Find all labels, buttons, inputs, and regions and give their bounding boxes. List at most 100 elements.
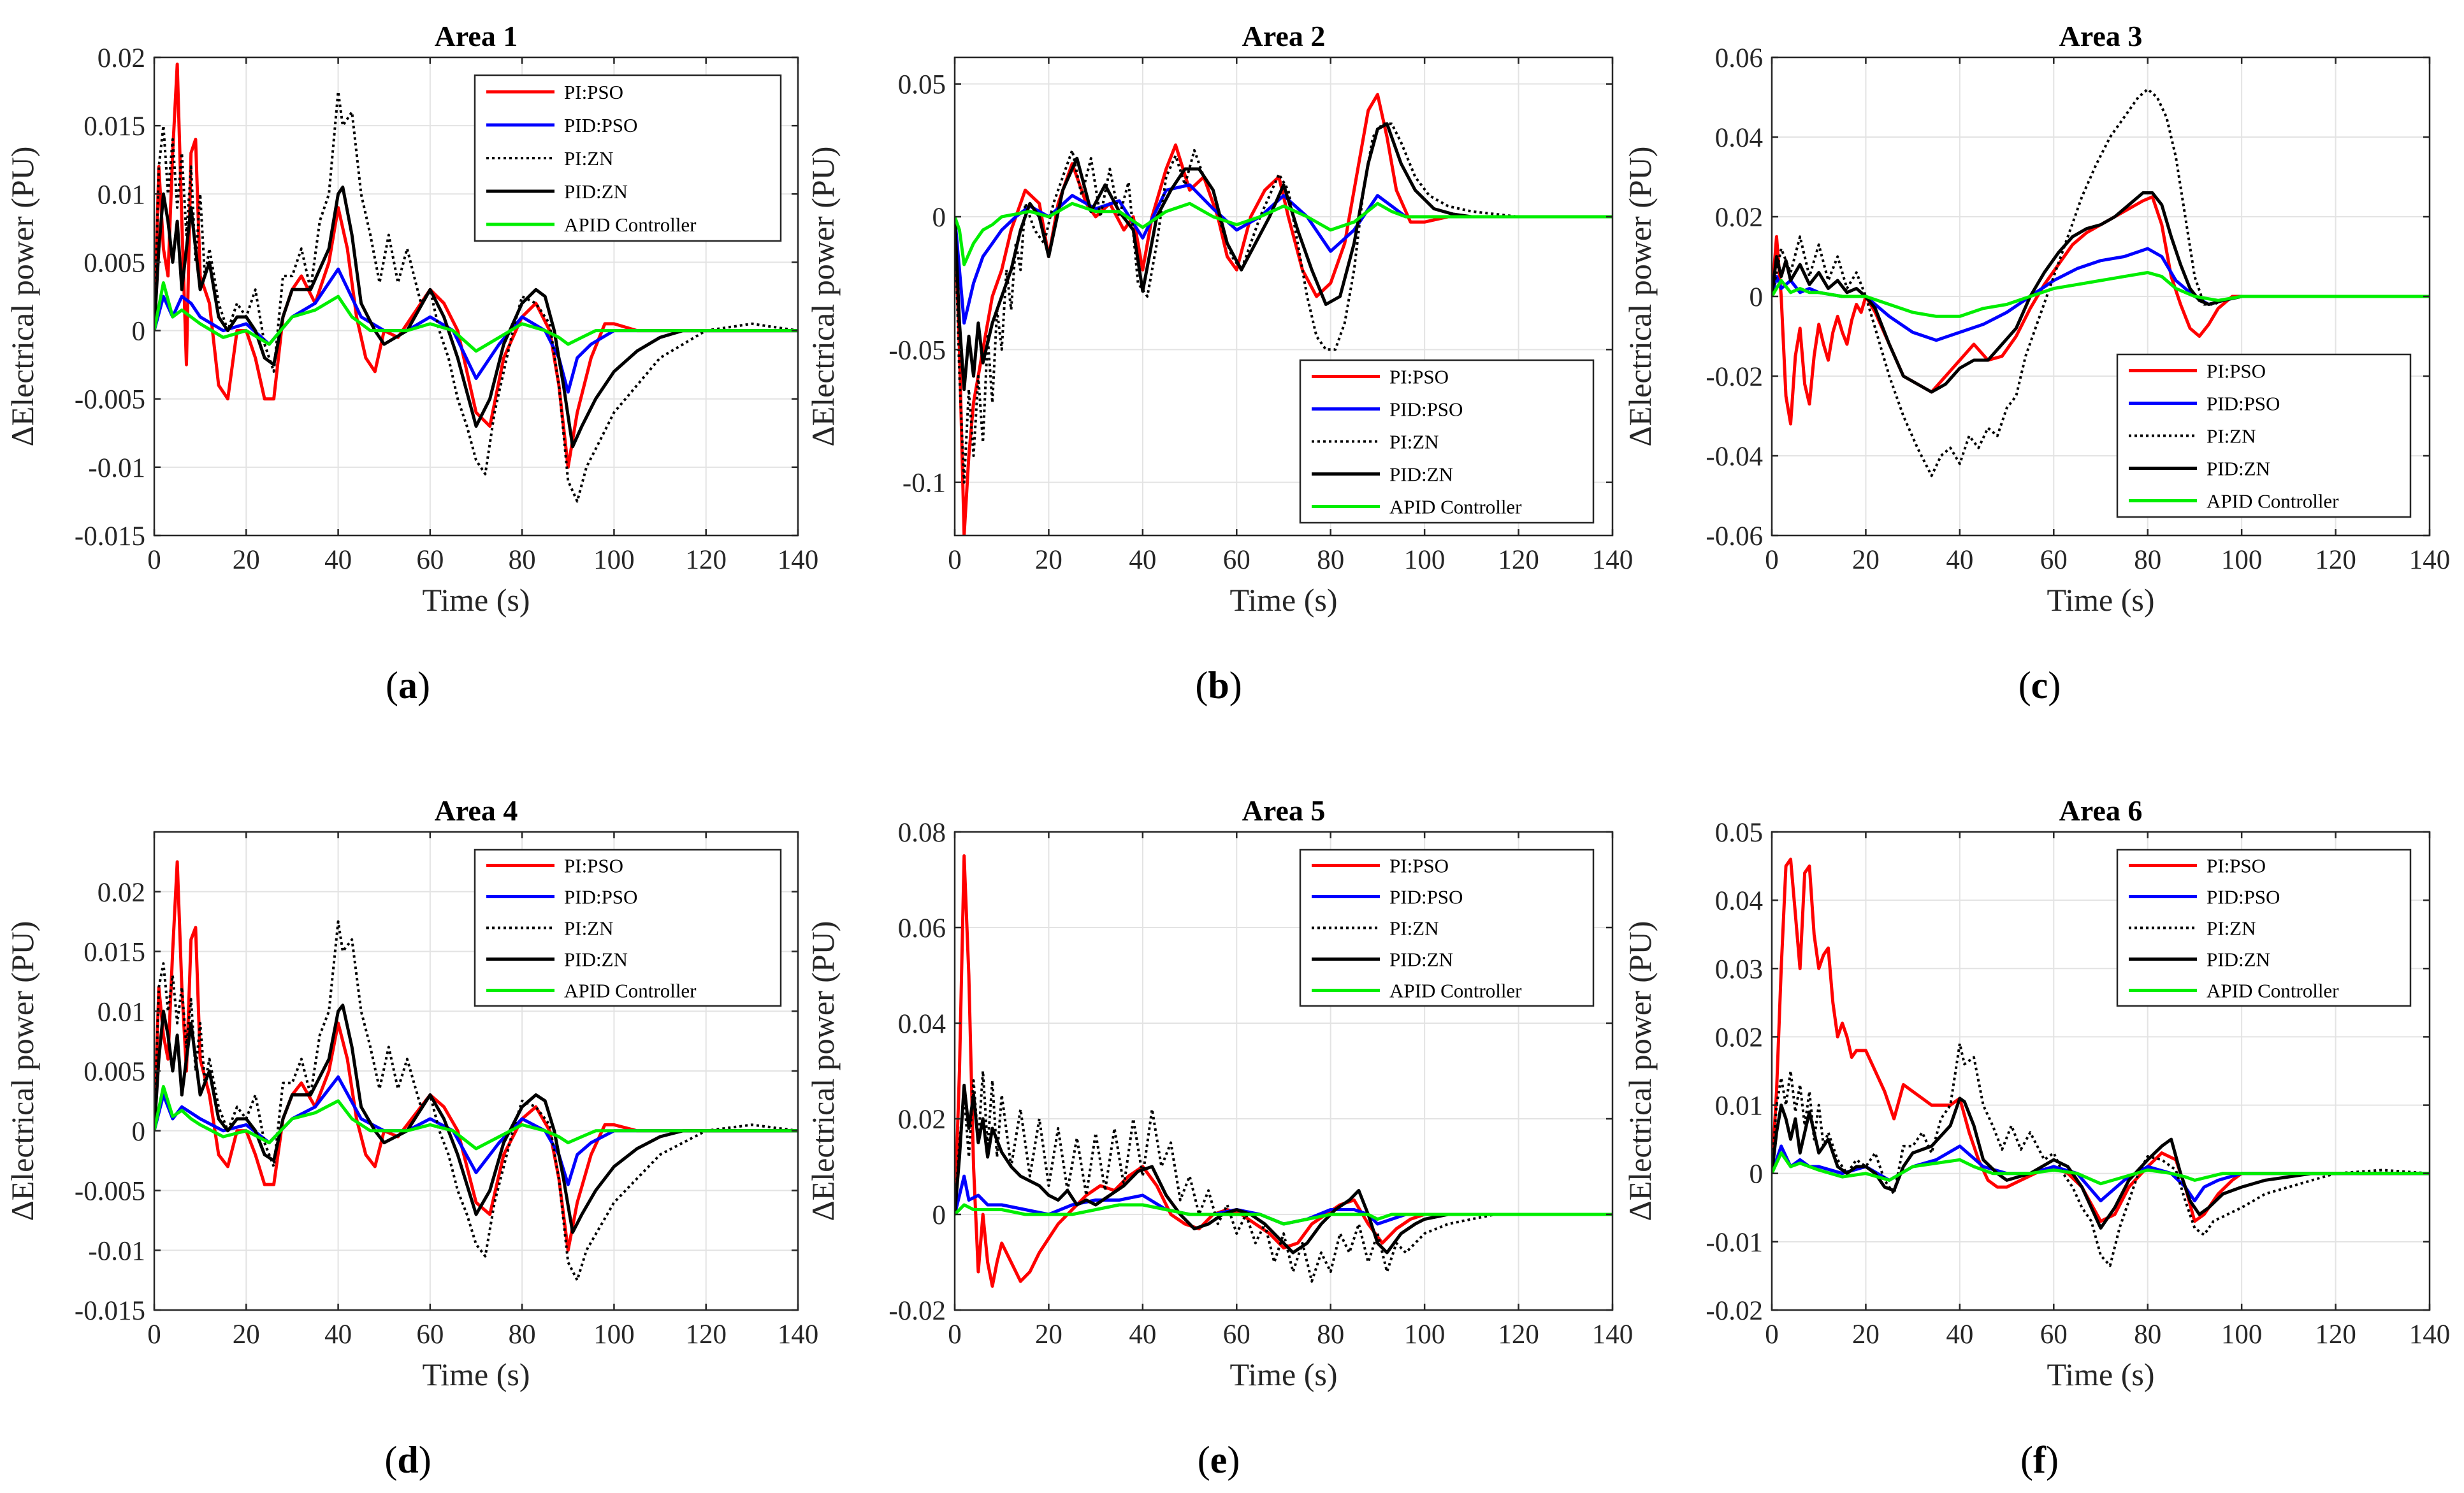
x-tick-label: 60 [416, 1320, 444, 1350]
series-line-pid-zn [1772, 1096, 2430, 1230]
x-tick-label: 20 [1852, 545, 1880, 575]
x-tick-label: 100 [593, 545, 635, 575]
legend-label: PID:PSO [564, 886, 637, 908]
y-tick-label: -0.06 [1706, 521, 1763, 551]
legend-label: PI:ZN [1389, 917, 1439, 940]
chart-title: Area 1 [435, 20, 518, 52]
y-tick-label: 0.02 [98, 43, 145, 73]
y-tick-label: 0.05 [1715, 818, 1763, 848]
x-tick-label: 0 [948, 545, 962, 575]
axes-box [953, 831, 1614, 1311]
series-line-pid-zn [154, 1003, 798, 1234]
legend-label: PI:ZN [2207, 425, 2256, 448]
series-line-pid-pso [955, 183, 1612, 325]
sublabel-letter: a [398, 664, 417, 706]
x-tick-label: 140 [778, 545, 819, 575]
subfigure-label: (f) [2020, 1439, 2059, 1481]
x-tick-label: 80 [509, 545, 536, 575]
sublabel-open: ( [386, 664, 398, 706]
y-tick-label: 0.08 [898, 818, 946, 848]
series-group [1772, 857, 2430, 1267]
series-line-pi-zn [1772, 88, 2430, 477]
legend-label: PID:ZN [2207, 458, 2270, 480]
x-tick-label: 120 [1498, 545, 1539, 575]
y-tick-label: 0.04 [1715, 123, 1763, 153]
y-tick-label: -0.05 [888, 335, 946, 365]
x-axis-label: Time (s) [1229, 1357, 1337, 1392]
x-tick-label: 100 [2221, 545, 2263, 575]
sublabel-open: ( [1195, 664, 1208, 706]
y-tick-label: 0 [132, 317, 146, 347]
legend-box [2116, 353, 2412, 518]
legend-label: PI:PSO [2207, 360, 2266, 382]
y-tick-label: 0.03 [1715, 954, 1763, 984]
chart-title: Area 5 [1242, 794, 1326, 827]
chart-title: Area 2 [1242, 20, 1326, 52]
legend-box [2116, 848, 2412, 1007]
series-line-pid-zn [955, 122, 1612, 391]
y-tick-label: 0.02 [98, 878, 145, 908]
legend-label: APID Controller [1389, 980, 1522, 1002]
y-tick-label: 0.02 [1715, 203, 1763, 233]
x-tick-label: 140 [1592, 1320, 1634, 1350]
chart-title: Area 3 [2059, 20, 2143, 52]
x-axis-label: Time (s) [422, 1357, 530, 1392]
legend: PI:PSO PID:PSO PI:ZN PID:ZN APID Controller [474, 848, 782, 1007]
sublabel-letter: b [1208, 664, 1229, 706]
sublabel-close: ) [2048, 664, 2061, 706]
chart-area-3: 0 20 40 60 80 100 120 140 -0.06 -0.04 -0.02 0 0.02 0.… [1622, 20, 2450, 618]
legend-label: PI:PSO [1389, 855, 1449, 877]
y-tick-label: 0.06 [1715, 43, 1763, 73]
y-tick-label: 0.05 [898, 70, 946, 100]
x-tick-label: 40 [324, 1320, 352, 1350]
x-tick-label: 120 [2315, 1320, 2356, 1350]
y-tick-label: 0 [932, 203, 946, 233]
y-tick-label: 0.01 [98, 180, 145, 210]
chart-area-2: 0 20 40 60 80 100 120 140 -0.1 -0.05 0 0.05 Area 2 Ti… [805, 20, 1633, 618]
series-group [955, 92, 1612, 535]
series-line-pi-zn [1772, 1042, 2430, 1267]
y-tick-label: 0.01 [1715, 1091, 1763, 1121]
x-tick-label: 60 [2040, 545, 2068, 575]
legend-label: APID Controller [2207, 490, 2339, 513]
y-tick-label: -0.02 [1706, 362, 1763, 392]
series-group [955, 854, 1612, 1288]
x-tick-label: 60 [2040, 1320, 2068, 1350]
x-tick-label: 100 [1404, 545, 1446, 575]
x-tick-label: 40 [1946, 1320, 1973, 1350]
series-line-pi-zn [154, 920, 798, 1282]
y-tick-label: 0 [1750, 282, 1764, 312]
axes-box [153, 56, 799, 537]
x-tick-label: 20 [1852, 1320, 1880, 1350]
sublabel-open: ( [2018, 664, 2031, 706]
x-tick-label: 60 [1223, 1320, 1250, 1350]
sublabel-close: ) [1229, 664, 1242, 706]
x-tick-label: 120 [2315, 545, 2356, 575]
subfigure-label: (d) [384, 1439, 431, 1481]
x-tick-label: 140 [2409, 545, 2451, 575]
subfigure-label: (a) [386, 664, 430, 706]
legend-box [1299, 848, 1595, 1007]
sublabel-close: ) [417, 664, 430, 706]
y-tick-label: 0.02 [1715, 1023, 1763, 1052]
x-tick-label: 120 [1498, 1320, 1539, 1350]
y-tick-label: -0.005 [75, 1177, 145, 1207]
sublabel-close: ) [419, 1439, 431, 1481]
series-line-apid-controller [1772, 271, 2430, 318]
legend-label: PID:PSO [2207, 393, 2280, 415]
legend-label: PID:PSO [1389, 398, 1463, 421]
series-line-apid-controller [154, 1084, 798, 1151]
x-tick-label: 0 [948, 1320, 962, 1350]
legend: PI:PSO PID:PSO PI:ZN PID:ZN APID Controller [2116, 353, 2412, 518]
sublabel-letter: e [1210, 1439, 1228, 1481]
y-axis-label: ΔElectrical power (PU) [1622, 921, 1658, 1221]
y-tick-label: -0.04 [1706, 442, 1763, 472]
x-axis-label: Time (s) [2047, 1357, 2154, 1392]
legend-label: PI:ZN [1389, 431, 1439, 453]
x-tick-label: 20 [233, 545, 260, 575]
chart-area-6: 0 20 40 60 80 100 120 140 -0.02 -0.01 0 0.01 0.02 0.0… [1622, 794, 2450, 1392]
y-tick-label: 0.015 [83, 112, 145, 142]
y-axis-label: ΔElectrical power (PU) [4, 147, 40, 447]
y-tick-label: -0.02 [1706, 1296, 1763, 1326]
sublabel-letter: c [2031, 664, 2048, 706]
